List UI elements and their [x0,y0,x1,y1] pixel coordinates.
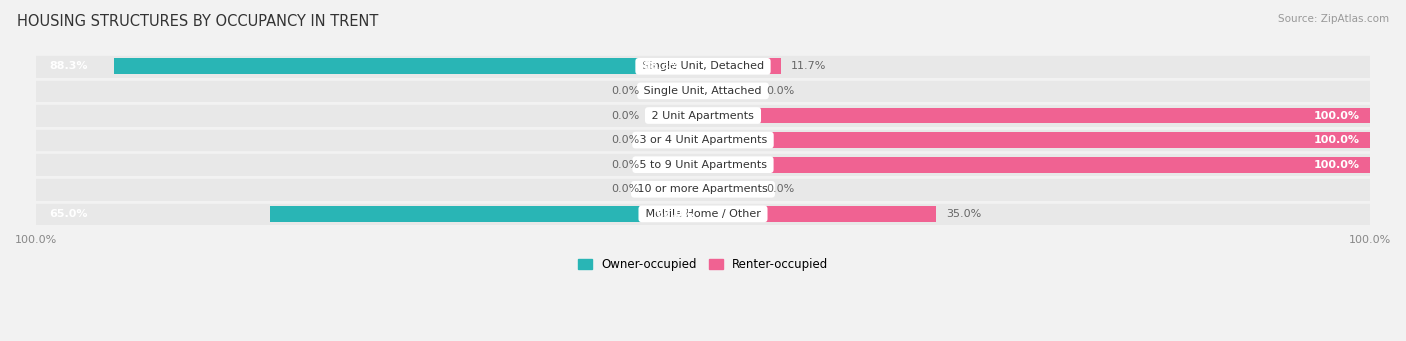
Text: 0.0%: 0.0% [612,135,640,145]
Bar [650,83,703,99]
Bar [37,203,1369,225]
Text: 100.0%: 100.0% [1313,110,1360,120]
Bar [703,206,936,222]
Text: 3 or 4 Unit Apartments: 3 or 4 Unit Apartments [636,135,770,145]
Text: 0.0%: 0.0% [612,110,640,120]
Text: 11.7%: 11.7% [792,61,827,71]
Bar [703,132,756,148]
Text: 88.3%: 88.3% [49,61,89,71]
Text: 0.0%: 0.0% [612,184,640,194]
Text: 10 or more Apartments: 10 or more Apartments [634,184,772,194]
Bar [37,178,1369,201]
Text: Single Unit, Attached: Single Unit, Attached [641,86,765,96]
Bar [270,206,703,222]
Text: 0.0%: 0.0% [766,184,794,194]
Bar [650,206,703,222]
Text: 2 Unit Apartments: 2 Unit Apartments [648,110,758,120]
Bar [703,206,756,222]
Bar [703,83,756,99]
Bar [703,58,756,74]
Bar [703,58,780,74]
Bar [37,129,1369,151]
Text: 65.0%: 65.0% [49,209,89,219]
Bar [37,79,1369,102]
Bar [650,107,703,123]
Bar [650,157,703,173]
Text: Source: ZipAtlas.com: Source: ZipAtlas.com [1278,14,1389,24]
Bar [37,153,1369,176]
Bar [703,107,756,123]
Bar [703,107,1369,123]
Bar [703,157,1369,173]
Text: 0.0%: 0.0% [766,86,794,96]
Text: 100.0%: 100.0% [1313,135,1360,145]
Bar [114,58,703,74]
Bar [650,58,703,74]
Text: 35.0%: 35.0% [946,209,981,219]
Bar [650,181,703,197]
Text: 100.0%: 100.0% [1313,160,1360,170]
Text: 0.0%: 0.0% [612,160,640,170]
Text: 88.3%: 88.3% [643,61,681,71]
Text: Single Unit, Detached: Single Unit, Detached [638,61,768,71]
Text: 0.0%: 0.0% [612,86,640,96]
Text: Mobile Home / Other: Mobile Home / Other [641,209,765,219]
Bar [703,157,756,173]
Bar [650,132,703,148]
Text: 5 to 9 Unit Apartments: 5 to 9 Unit Apartments [636,160,770,170]
Bar [703,181,756,197]
Legend: Owner-occupied, Renter-occupied: Owner-occupied, Renter-occupied [572,254,834,276]
Text: 65.0%: 65.0% [655,209,693,219]
Bar [703,132,1369,148]
Text: HOUSING STRUCTURES BY OCCUPANCY IN TRENT: HOUSING STRUCTURES BY OCCUPANCY IN TRENT [17,14,378,29]
Bar [37,104,1369,127]
Bar [37,55,1369,78]
